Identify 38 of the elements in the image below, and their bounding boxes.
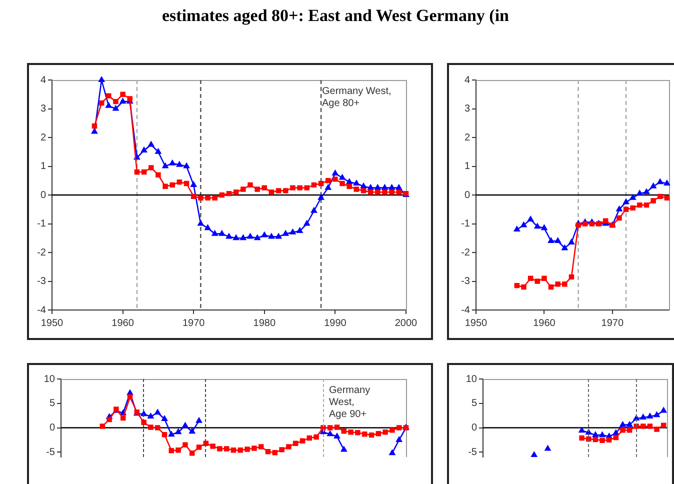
y-tick-label: 0	[464, 190, 470, 201]
y-tick-label: -2	[37, 247, 46, 258]
y-tick-label: 5	[471, 398, 478, 410]
x-tick-label: 1990	[324, 318, 347, 329]
y-tick-label: 3	[40, 104, 46, 114]
x-tick-label: 2000	[394, 318, 418, 329]
x-tick-label: 1980	[253, 318, 276, 329]
y-tick-label: 1	[40, 161, 46, 172]
y-tick-label: 1	[464, 161, 470, 172]
y-tick-label: -1	[37, 218, 46, 230]
y-tick-label: -3	[461, 276, 470, 287]
x-tick-label: 1950	[40, 318, 64, 329]
x-tick-label: 1970	[601, 318, 624, 329]
y-tick-label: -5	[468, 446, 478, 458]
y-tick-label: 0	[471, 422, 478, 434]
y-tick-label: 2	[40, 132, 46, 144]
annotation: Germany West, Age 90+	[329, 384, 370, 420]
y-tick-label: 3	[464, 104, 470, 114]
y-tick-label: 2	[464, 132, 470, 144]
x-tick-label: 1950	[464, 318, 488, 329]
y-tick-label: 0	[40, 190, 46, 201]
y-tick-label: -2	[461, 247, 470, 258]
x-tick-label: 1960	[533, 318, 556, 329]
y-tick-label: -4	[461, 304, 470, 316]
annotation: Germany West, Age 80+	[322, 86, 392, 109]
y-tick-label: -4	[37, 304, 46, 316]
y-tick-label: 10	[44, 374, 56, 385]
x-tick-label: 1970	[182, 318, 206, 329]
y-tick-label: 4	[40, 74, 46, 86]
y-tick-label: 0	[49, 422, 56, 434]
y-tick-label: -5	[46, 446, 56, 458]
chart-title: estimates aged 80+: East and West Germany (in	[162, 6, 509, 26]
x-tick-label: 1960	[112, 318, 134, 329]
y-tick-label: -1	[461, 218, 470, 230]
y-tick-label: 5	[49, 398, 56, 410]
y-tick-label: 4	[464, 74, 470, 86]
y-tick-label: 10	[466, 374, 478, 385]
y-tick-label: -3	[37, 276, 46, 287]
